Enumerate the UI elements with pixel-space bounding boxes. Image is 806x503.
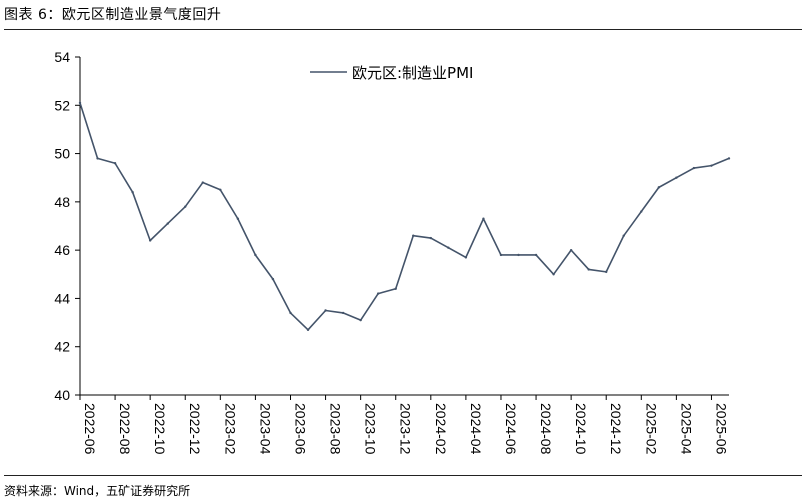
x-tick-label: 2025-04 bbox=[678, 403, 694, 455]
data-point bbox=[306, 328, 310, 332]
y-tick-label: 44 bbox=[54, 290, 70, 306]
data-point bbox=[359, 318, 362, 322]
x-tick-label: 2022-12 bbox=[187, 403, 203, 455]
data-point bbox=[412, 234, 415, 237]
data-point bbox=[148, 239, 152, 242]
y-tick-label: 54 bbox=[54, 49, 70, 65]
x-tick-label: 2023-02 bbox=[222, 403, 238, 455]
data-point bbox=[605, 270, 608, 274]
data-point bbox=[552, 273, 555, 276]
data-point bbox=[464, 256, 468, 259]
source-note: 资料来源：Wind，五矿证券研究所 bbox=[4, 484, 191, 498]
data-point bbox=[131, 191, 134, 194]
figure-title: 图表 6：欧元区制造业景气度回升 bbox=[4, 7, 222, 23]
data-point bbox=[166, 222, 169, 225]
data-point bbox=[710, 164, 713, 167]
x-tick-label: 2022-08 bbox=[117, 403, 133, 455]
data-point bbox=[201, 181, 204, 184]
series-line bbox=[79, 102, 730, 331]
y-tick-label: 40 bbox=[54, 387, 70, 403]
data-point bbox=[271, 277, 275, 281]
data-point bbox=[692, 166, 696, 170]
x-tick-label: 2024-10 bbox=[573, 403, 589, 455]
x-tick-label: 2023-04 bbox=[257, 403, 273, 455]
data-point bbox=[219, 188, 222, 191]
data-point bbox=[184, 205, 187, 208]
y-tick-label: 52 bbox=[54, 97, 70, 113]
x-tick-label: 2024-06 bbox=[503, 403, 519, 455]
data-point bbox=[447, 246, 450, 249]
x-tick-label: 2022-06 bbox=[82, 403, 98, 455]
x-tick-label: 2024-02 bbox=[433, 403, 449, 455]
data-point bbox=[113, 162, 117, 165]
data-point bbox=[254, 253, 257, 257]
series-layer bbox=[78, 101, 731, 332]
data-point bbox=[341, 311, 345, 315]
data-point bbox=[376, 292, 380, 295]
chart-axes: 40 42 44 46 48 50 52 54 2022-06 2022-08 2022-10 202… bbox=[54, 49, 729, 455]
legend-label: 欧元区:制造业PMI bbox=[352, 64, 473, 82]
data-point bbox=[517, 253, 520, 257]
x-tick-label: 2022-10 bbox=[152, 403, 168, 455]
data-point bbox=[236, 217, 240, 220]
data-point bbox=[727, 157, 731, 160]
data-point bbox=[622, 234, 625, 237]
data-point bbox=[534, 253, 538, 257]
legend: 欧元区:制造业PMI bbox=[310, 64, 473, 82]
x-tick-label: 2024-12 bbox=[608, 403, 624, 455]
y-tick-label: 50 bbox=[54, 146, 70, 162]
y-tick-label: 42 bbox=[54, 339, 70, 355]
y-tick-label: 48 bbox=[54, 194, 70, 210]
data-point bbox=[429, 236, 433, 240]
bottom-rule bbox=[4, 475, 802, 476]
data-point bbox=[675, 176, 678, 179]
data-point bbox=[394, 287, 397, 290]
top-rule bbox=[4, 29, 802, 30]
data-point bbox=[587, 268, 590, 271]
x-tick-label: 2024-08 bbox=[538, 403, 554, 455]
data-point bbox=[640, 210, 643, 213]
x-tick-label: 2023-12 bbox=[398, 403, 414, 455]
x-tick-label: 2025-02 bbox=[643, 403, 659, 455]
x-tick-label: 2025-06 bbox=[713, 403, 729, 455]
x-tick-label: 2024-04 bbox=[468, 403, 484, 455]
data-point bbox=[289, 311, 292, 315]
data-point bbox=[499, 253, 503, 257]
data-point bbox=[482, 217, 485, 220]
x-tick-label: 2023-06 bbox=[292, 403, 308, 455]
y-tick-label: 46 bbox=[54, 242, 70, 258]
x-tick-label: 2023-08 bbox=[328, 403, 344, 455]
data-point bbox=[96, 157, 99, 160]
x-tick-label: 2023-10 bbox=[363, 403, 379, 455]
data-point bbox=[657, 186, 661, 189]
data-point bbox=[78, 101, 82, 105]
data-point bbox=[324, 309, 327, 312]
data-point bbox=[569, 248, 573, 252]
